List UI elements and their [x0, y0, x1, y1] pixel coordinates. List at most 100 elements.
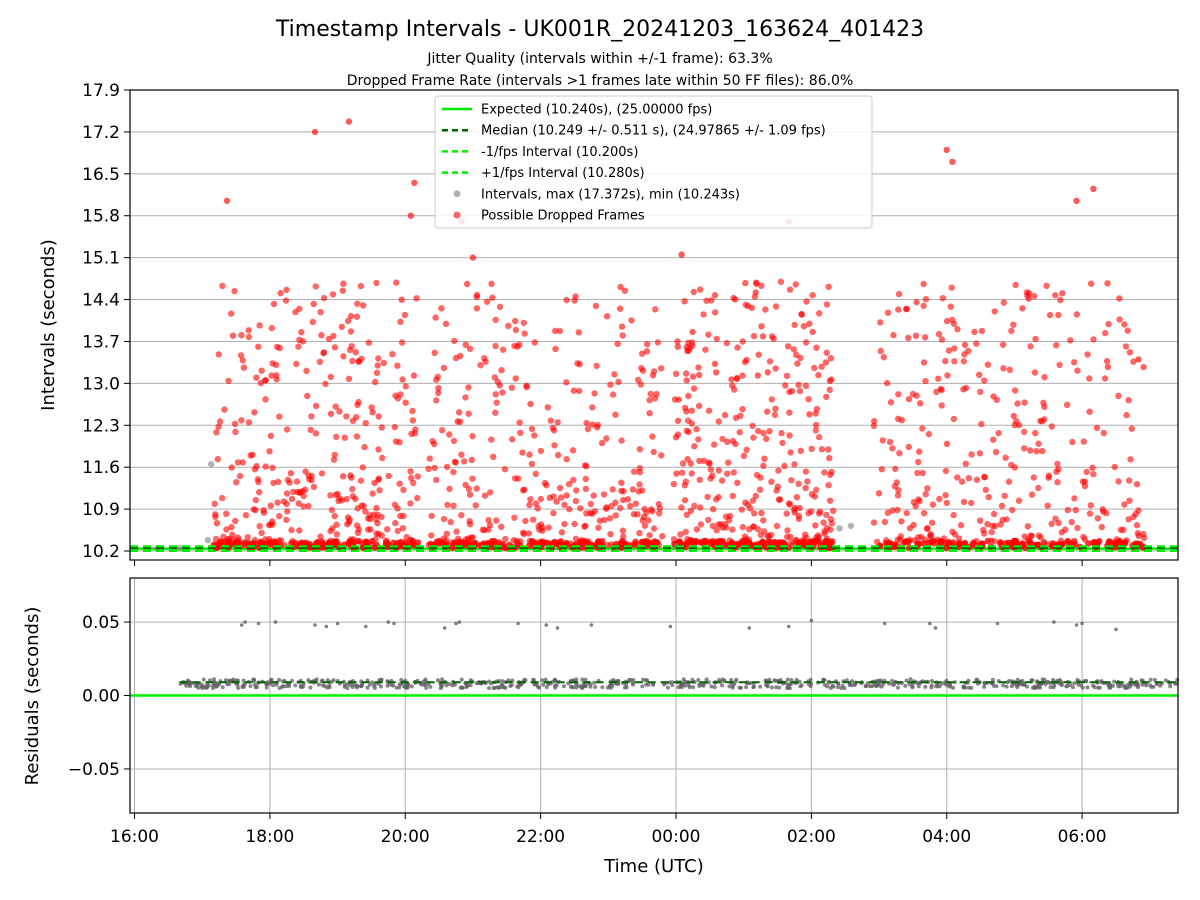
- dropped-frame-point: [600, 491, 608, 498]
- residual-point: [465, 683, 469, 688]
- residual-point: [268, 678, 273, 683]
- dropped-frame-point: [368, 404, 375, 411]
- dropped-frame-point: [830, 507, 837, 514]
- dropped-frame-point: [551, 442, 558, 449]
- dropped-frame-point: [943, 499, 951, 507]
- residual-point: [1092, 685, 1097, 690]
- dropped-frame-point: [450, 468, 457, 476]
- residual-point: [236, 685, 241, 690]
- dropped-frame-point: [232, 517, 239, 525]
- dropped-frame-point: [1055, 311, 1062, 319]
- dropped-frame-point: [312, 283, 319, 290]
- dropped-frame-point: [670, 480, 677, 488]
- dropped-frame-point: [257, 538, 264, 546]
- dropped-frame-point: [798, 311, 805, 318]
- dropped-frame-point: [977, 388, 984, 396]
- residual-point: [540, 678, 545, 683]
- dropped-frame-point: [274, 499, 281, 506]
- dropped-frame-point: [917, 400, 924, 407]
- dropped-frame-point: [999, 516, 1006, 524]
- dropped-frame-point: [645, 517, 652, 524]
- dropped-frame-point: [339, 473, 347, 480]
- dropped-frame-point: [290, 488, 297, 496]
- dropped-frame-point: [534, 505, 541, 512]
- dropped-frame-point: [981, 473, 988, 481]
- residual-point: [744, 685, 749, 690]
- residual-point: [241, 683, 246, 688]
- residual-point: [903, 683, 908, 688]
- residual-point: [720, 683, 725, 688]
- dropped-frame-point: [414, 494, 421, 502]
- dropped-frame-point: [647, 390, 654, 398]
- dropped-frame-point: [795, 539, 802, 546]
- dropped-frame-point: [316, 358, 324, 365]
- dropped-frame-point: [300, 492, 307, 500]
- dropped-frame-point: [965, 475, 973, 482]
- dropped-frame-point: [1093, 424, 1101, 431]
- intervals-ytick-label: 15.8: [82, 207, 120, 227]
- dropped-frame-point: [322, 380, 329, 388]
- dropped-frame-point: [434, 373, 441, 380]
- dropped-frame-point: [520, 319, 527, 327]
- dropped-frame-point: [394, 527, 401, 535]
- dropped-frame-point: [239, 357, 246, 364]
- residual-point: [1030, 685, 1035, 690]
- dropped-frame-point: [225, 377, 232, 385]
- dropped-frame-point: [1040, 539, 1048, 546]
- dropped-frame-point: [681, 404, 689, 412]
- residual-point: [615, 678, 620, 683]
- dropped-frame-point: [1035, 440, 1042, 447]
- residual-point: [627, 677, 632, 682]
- dropped-frame-point: [787, 449, 794, 456]
- dropped-frame-point: [254, 476, 262, 483]
- dropped-frame-point: [256, 322, 263, 329]
- dropped-frame-point: [760, 517, 767, 524]
- residual-point: [580, 677, 585, 682]
- dropped-frame-point: [773, 522, 781, 530]
- dropped-frame-point: [628, 317, 635, 324]
- dropped-frame-point: [375, 355, 382, 362]
- dropped-frame-point: [752, 492, 759, 500]
- dropped-frame-point: [247, 452, 254, 459]
- dropped-frame-point: [356, 538, 363, 545]
- residual-point: [683, 683, 688, 688]
- dropped-frame-point: [826, 454, 833, 462]
- dropped-frame-point: [702, 346, 709, 353]
- dropped-frame-point: [318, 470, 326, 477]
- dropped-frame-point: [1115, 478, 1122, 485]
- residual-point: [670, 683, 675, 687]
- residual-point: [223, 678, 228, 683]
- dropped-frame-point: [971, 328, 978, 336]
- dropped-frame-point: [283, 286, 290, 293]
- dropped-frame-point: [823, 349, 830, 356]
- xtick-label: 16:00: [110, 827, 159, 847]
- dropped-frame-point: [729, 492, 736, 500]
- dropped-frame-point: [707, 540, 714, 547]
- dropped-frame-point: [352, 349, 359, 356]
- dropped-frame-point: [397, 512, 404, 520]
- dropped-frame-point: [336, 408, 343, 415]
- dropped-frame-point: [724, 438, 731, 445]
- residual-point: [561, 684, 566, 689]
- residual-point: [212, 677, 216, 682]
- residuals-ytick-label: 0.00: [82, 687, 120, 707]
- dropped-frame-point: [310, 483, 318, 491]
- dropped-frame-point: [612, 512, 619, 519]
- dropped-frame-point: [1115, 392, 1122, 399]
- residual-point: [643, 678, 648, 682]
- dropped-frame-point: [740, 452, 748, 459]
- dropped-frame-point: [965, 347, 972, 355]
- dropped-frame-point: [517, 429, 524, 436]
- legend-label: Median (10.249 +/- 0.511 s), (24.97865 +…: [481, 124, 826, 139]
- dropped-frame-point: [1031, 292, 1038, 300]
- dropped-frame-point: [984, 520, 991, 528]
- residual-point: [930, 679, 934, 683]
- residual-point: [1085, 685, 1090, 690]
- dropped-frame-point: [795, 381, 802, 389]
- dropped-frame-point: [557, 494, 565, 501]
- dropped-frame-point: [333, 531, 340, 538]
- dropped-frame-point: [738, 506, 745, 513]
- residual-point: [360, 683, 364, 688]
- dropped-frame-point: [689, 538, 697, 545]
- dropped-frame-point: [1140, 531, 1147, 538]
